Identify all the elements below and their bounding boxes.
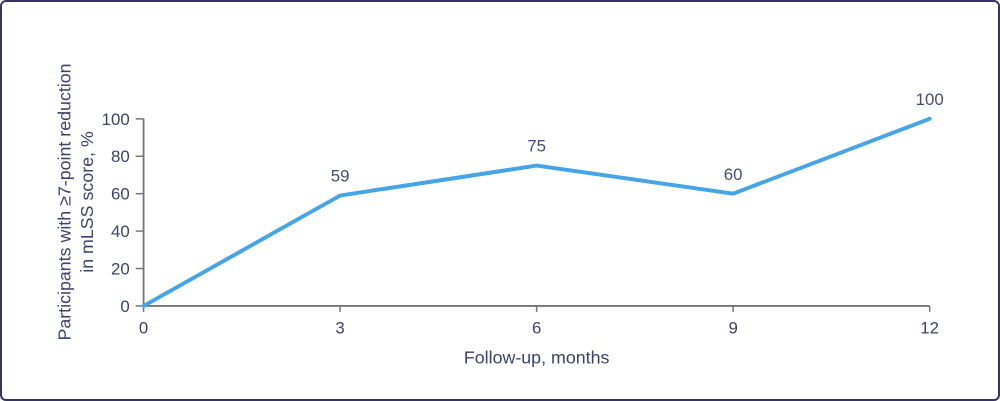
data-point-label: 100 <box>916 90 944 109</box>
x-tick-label: 12 <box>920 319 939 338</box>
x-tick-label: 9 <box>728 319 737 338</box>
data-point-label: 75 <box>527 137 546 156</box>
y-tick-label: 0 <box>120 297 129 316</box>
plot-area: 0 20 40 60 80 100 0 3 6 9 12 59 75 60 100 <box>102 90 944 338</box>
y-tick-label: 40 <box>111 222 130 241</box>
data-line <box>141 116 932 308</box>
y-axis-title-line-1: Participants with ≥7-point reduction <box>54 63 74 340</box>
data-point-label: 59 <box>331 167 350 186</box>
x-tick-label: 6 <box>532 319 541 338</box>
y-axis-title-line-2: in mLSS score, % <box>77 131 97 273</box>
y-tick-label: 100 <box>102 110 130 129</box>
x-tick-label: 0 <box>139 319 148 338</box>
x-axis-title: Follow-up, months <box>464 347 610 367</box>
x-tick-label: 3 <box>335 319 344 338</box>
y-tick-label: 60 <box>111 185 130 204</box>
y-tick-label: 80 <box>111 147 130 166</box>
data-point-label: 60 <box>724 165 743 184</box>
y-tick-label: 20 <box>111 259 130 278</box>
